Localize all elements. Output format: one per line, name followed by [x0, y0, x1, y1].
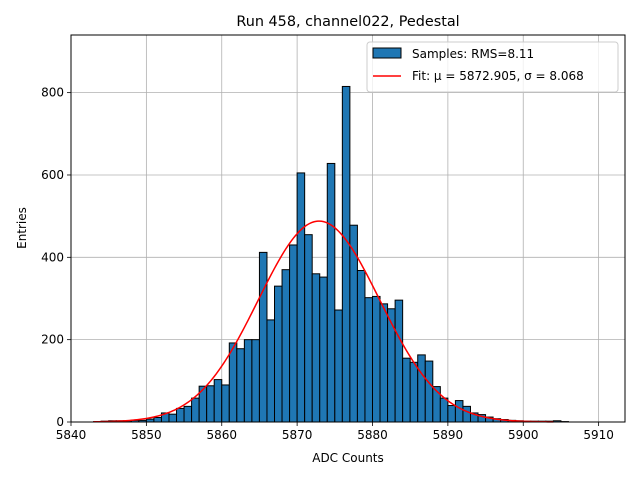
y-tick-label: 400: [41, 250, 64, 264]
gaussian-fit-line: [93, 220, 554, 423]
histogram-bar: [304, 234, 313, 423]
x-tick-label: 5860: [206, 428, 237, 442]
x-axis-label: ADC Counts: [312, 451, 384, 465]
histogram-bar: [379, 303, 389, 423]
histogram-bar: [296, 172, 306, 423]
histogram-bar: [153, 416, 162, 423]
y-axis-ticks: 0 200 400 600 800: [41, 86, 71, 429]
histogram-bar: [243, 339, 253, 423]
histogram-bar: [228, 342, 238, 423]
histogram-bar: [319, 276, 328, 423]
legend: Samples: RMS=8.11 Fit: μ = 5872.905, σ =…: [366, 41, 619, 93]
x-tick-label: 5850: [131, 428, 162, 442]
x-tick-label: 5880: [357, 428, 388, 442]
y-tick-label: 800: [41, 86, 64, 100]
histogram-bar: [439, 397, 449, 423]
histogram-bar: [191, 397, 200, 423]
y-axis-label: Entries: [15, 207, 29, 249]
histogram-bar: [266, 319, 276, 423]
legend-box: [366, 41, 619, 93]
legend-swatch-samples: [372, 47, 402, 59]
histogram-bar: [356, 269, 366, 423]
histogram-bar: [281, 269, 291, 423]
histogram-bar: [311, 273, 321, 423]
histogram-bar: [447, 405, 456, 423]
histogram-bar: [251, 339, 260, 423]
y-tick-label: 600: [41, 168, 64, 182]
histogram-bar: [206, 385, 215, 423]
x-tick-label: 5900: [508, 428, 539, 442]
histogram-bars: [93, 85, 569, 423]
x-tick-label: 5910: [583, 428, 614, 442]
histogram-bar: [364, 297, 373, 423]
histogram-bar: [394, 299, 404, 423]
histogram-bar: [334, 309, 343, 423]
plot-frame: [70, 34, 626, 423]
histogram-bar: [213, 379, 223, 423]
histogram-bar: [462, 405, 471, 423]
histogram-bar: [236, 348, 245, 423]
x-axis-ticks: 5840 5850 5860 5870 5880 5890 5900 5910: [56, 422, 614, 442]
chart-title: Run 458, channel022, Pedestal: [236, 14, 459, 30]
histogram-bar: [168, 413, 178, 423]
histogram-bar: [258, 251, 268, 423]
x-tick-label: 5890: [433, 428, 464, 442]
histogram-bar: [183, 405, 193, 423]
histogram-bar: [371, 295, 381, 423]
x-tick-label: 5870: [282, 428, 313, 442]
histogram-bar: [221, 384, 230, 423]
histogram-bar: [274, 285, 283, 423]
histogram-bar: [402, 357, 411, 423]
y-tick-label: 0: [56, 415, 64, 429]
histogram-bar: [387, 308, 396, 423]
legend-label-samples: Samples: RMS=8.11: [412, 47, 534, 61]
histogram-bar: [454, 400, 464, 423]
histogram-bar: [341, 85, 351, 423]
histogram-bar: [176, 407, 185, 423]
histogram-bar: [326, 162, 336, 423]
legend-label-fit: Fit: μ = 5872.905, σ = 8.068: [412, 69, 584, 83]
histogram-bar: [289, 244, 298, 423]
histogram-bar: [424, 360, 434, 423]
histogram-bar: [417, 354, 426, 423]
histogram-bar: [409, 361, 419, 423]
y-tick-label: 200: [41, 333, 64, 347]
x-tick-label: 5840: [56, 428, 87, 442]
